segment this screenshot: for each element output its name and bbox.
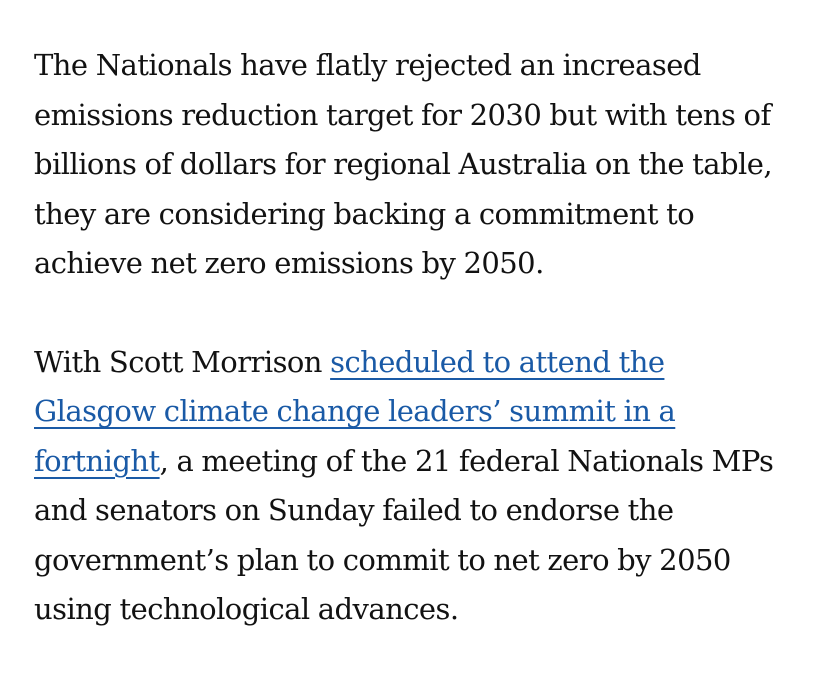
paragraph-1-line: emissions reduction target for 2030 but … [34,97,771,132]
paragraph-2: With Scott Morrison scheduled to attend … [34,338,804,635]
summit-article-link[interactable]: Glasgow climate change leaders’ summit i… [34,394,676,428]
paragraph-2-line: and senators on Sunday failed to endorse… [34,493,674,527]
summit-article-link[interactable]: fortnight [34,443,160,478]
article-body: The Nationals have flatly rejected an in… [34,41,804,684]
paragraph-2-line: With Scott Morrison scheduled to attend … [34,338,804,388]
paragraph-2-line: Glasgow climate change leaders’ summit i… [34,387,804,437]
paragraph-2-line: fortnight, a meeting of the 21 federal N… [34,437,804,487]
paragraph-1-line: they are considering backing a commitmen… [34,196,695,231]
paragraph-2-line: using technological advances. [34,592,459,626]
paragraph-2-line: government’s plan to commit to net zero … [34,542,731,577]
paragraph-2-continuation-text: , a meeting of the 21 federal Nationals … [159,443,774,478]
paragraph-1-line: achieve net zero emissions by 2050. [34,246,544,280]
paragraph-1-line: The Nationals have flatly rejected an in… [34,48,701,82]
paragraph-1: The Nationals have flatly rejected an in… [34,41,804,289]
summit-article-link[interactable]: scheduled to attend the [330,344,665,379]
paragraph-2-lead-text: With Scott Morrison [34,344,331,379]
paragraph-1-line: billions of dollars for regional Austral… [34,147,773,181]
